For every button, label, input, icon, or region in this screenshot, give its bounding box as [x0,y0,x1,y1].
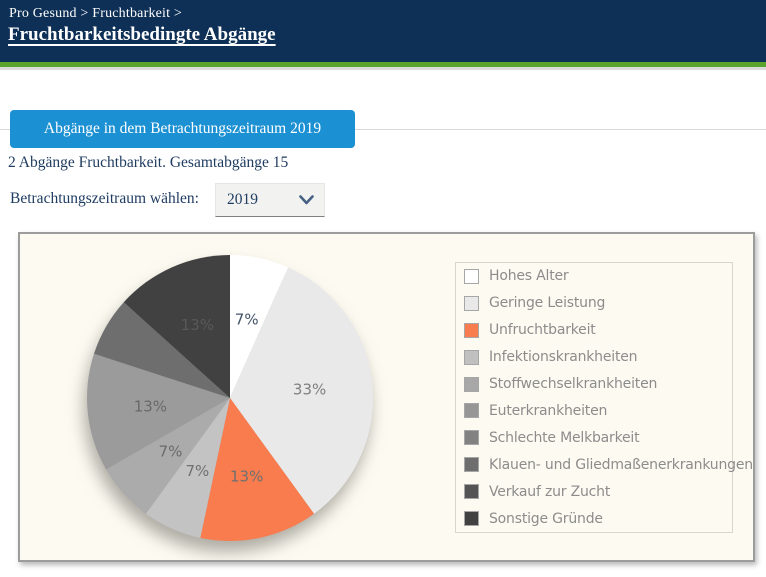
legend-item-label: Klauen- und Gliedmaßenerkrankungen [489,456,753,473]
legend-swatch [464,322,479,338]
legend-item-label: Euterkrankheiten [489,402,608,419]
pie-slice-label: 7% [159,443,183,461]
page-title: Fruchtbarkeitsbedingte Abgänge [8,24,276,45]
chart-legend: Hohes Alter Geringe Leistung Unfruchtbar… [455,262,753,533]
pie-slice [145,398,230,538]
tab-rule [0,129,766,130]
legend-swatch [464,457,479,473]
pie-chart: 7%33%13%7%7%13%13% [87,255,373,541]
pie-slice [230,267,373,514]
legend-item: Infektionskrankheiten [456,344,732,371]
legend-item-label: Stoffwechselkrankheiten [489,376,658,393]
chevron-down-icon [299,195,314,205]
app-header: Pro Gesund > Fruchtbarkeit > Fruchtbarke… [0,0,766,62]
legend-item: Sonstige Gründe [456,505,732,532]
pie-slice [200,398,315,541]
pie-slice-label: 13% [134,397,167,415]
legend-swatch [464,295,479,311]
legend-item-label: Verkauf zur Zucht [489,483,611,500]
legend-item-label: Infektionskrankheiten [489,349,638,366]
legend-swatch [464,268,479,284]
legend-item: Geringe Leistung [456,290,732,317]
legend-swatch [464,349,479,365]
legend-swatch [464,430,479,446]
summary-text: 2 Abgänge Fruchtbarkeit. Gesamtabgänge 1… [8,154,289,171]
green-divider [0,62,766,67]
legend-item-label: Unfruchtbarkeit [489,322,596,339]
period-select-label: Betrachtungszeitraum wählen: [10,190,199,207]
legend-item: Klauen- und Gliedmaßenerkrankungen [456,451,753,478]
legend-swatch [464,484,479,500]
pie-slice [230,255,289,398]
pie-slice-label: 33% [293,381,326,399]
pie-slice-label: 13% [181,316,214,334]
pie-slice-label: 7% [235,311,259,329]
pie-slice-label: 7% [186,462,210,480]
breadcrumb[interactable]: Pro Gesund > Fruchtbarkeit > [9,6,183,21]
legend-item-label: Schlechte Melkbarkeit [489,429,640,446]
legend-item: Euterkrankheiten [456,398,732,425]
legend-swatch [464,511,479,527]
legend-item: Schlechte Melkbarkeit [456,424,732,451]
pie-slice-label: 13% [230,467,263,485]
legend-item-label: Hohes Alter [489,268,569,285]
pie-slice [94,302,230,398]
abgaenge-pie-chart-panel: 7% 33% 13% 7% 7% 13% 13% Hohes Alter Geringe L… [18,232,755,562]
legend-item-label: Geringe Leistung [489,295,606,312]
legend-swatch [464,376,479,392]
pie-slice [123,255,230,398]
period-tab-button[interactable]: Abgänge in dem Betrachtungszeitraum 2019 [10,110,355,148]
legend-item: Unfruchtbarkeit [456,317,732,344]
legend-item: Hohes Alter [456,263,732,290]
period-select[interactable]: 2019 [215,183,325,217]
period-select-value: 2019 [227,191,258,208]
legend-item-label: Sonstige Gründe [489,510,603,527]
legend-item: Stoffwechselkrankheiten [456,371,732,398]
legend-swatch [464,403,479,419]
pie-slice [106,398,230,514]
pie-slice [87,353,230,470]
legend-item: Verkauf zur Zucht [456,478,732,505]
gray-divider [0,67,766,70]
